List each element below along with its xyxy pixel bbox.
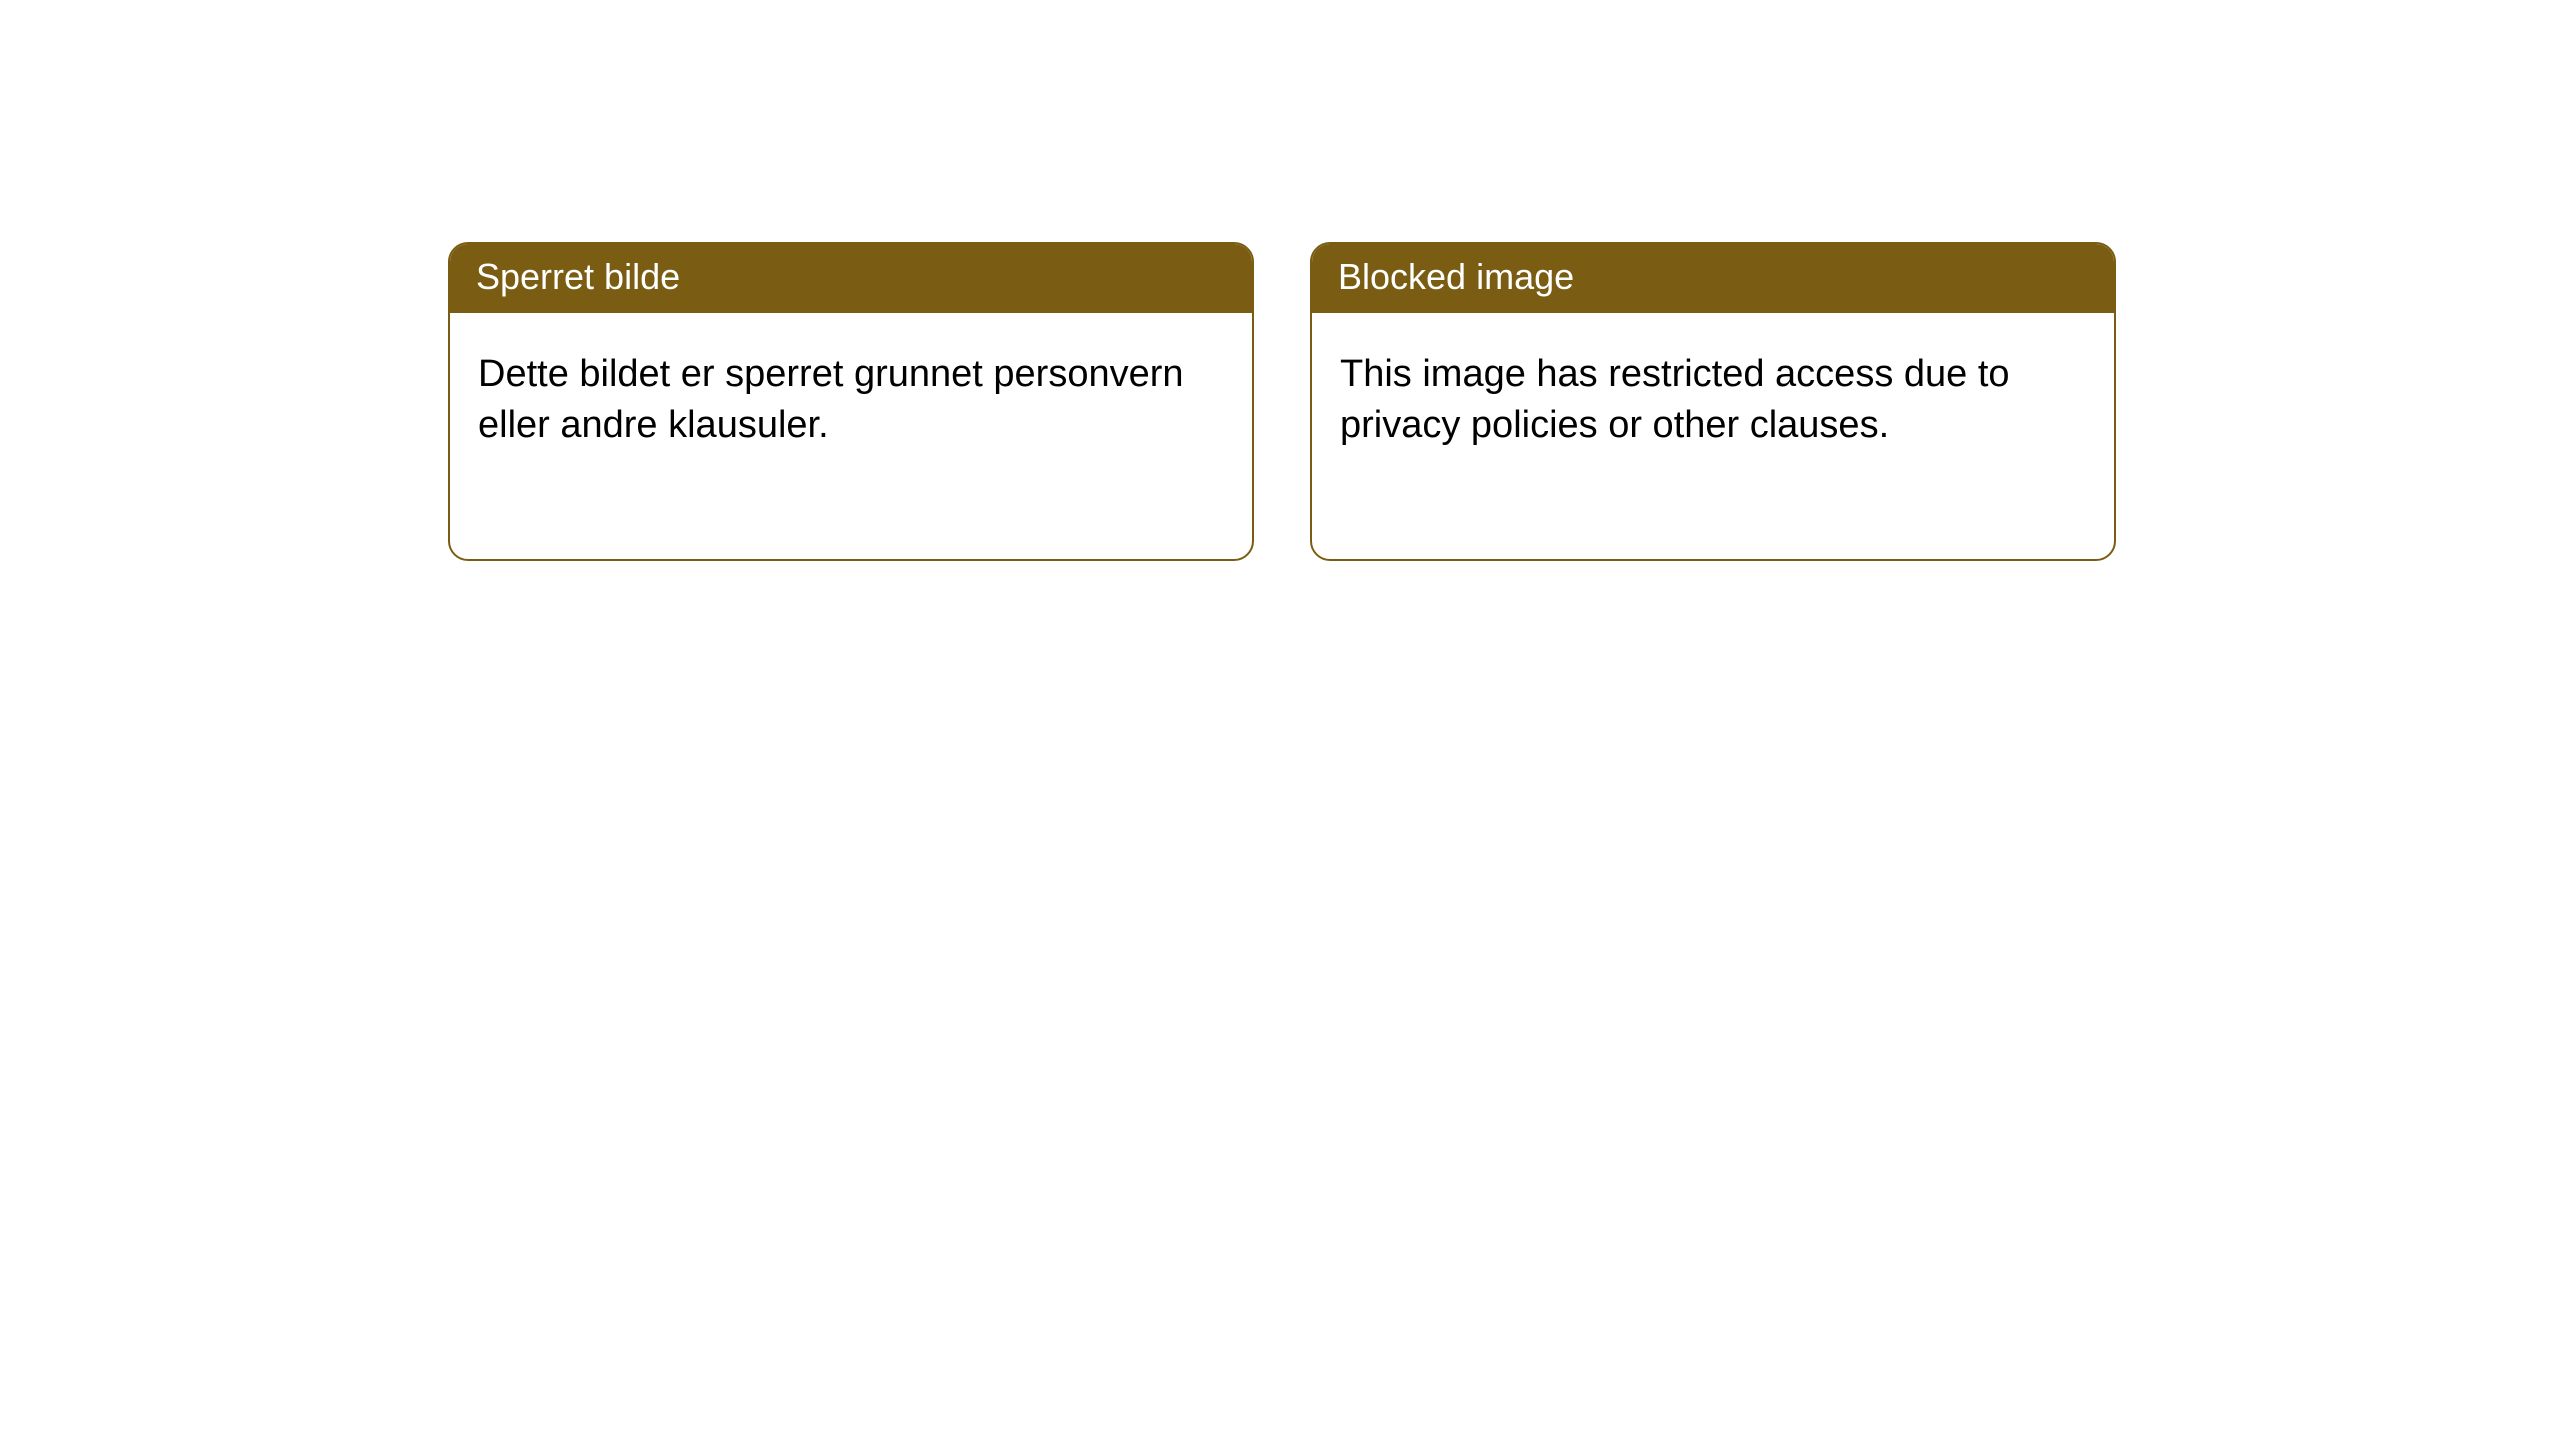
card-title: Sperret bilde (450, 244, 1252, 313)
notice-card-norwegian: Sperret bilde Dette bildet er sperret gr… (448, 242, 1254, 561)
card-title: Blocked image (1312, 244, 2114, 313)
card-body: Dette bildet er sperret grunnet personve… (450, 313, 1252, 559)
notice-container: Sperret bilde Dette bildet er sperret gr… (0, 0, 2560, 561)
card-body: This image has restricted access due to … (1312, 313, 2114, 559)
notice-card-english: Blocked image This image has restricted … (1310, 242, 2116, 561)
